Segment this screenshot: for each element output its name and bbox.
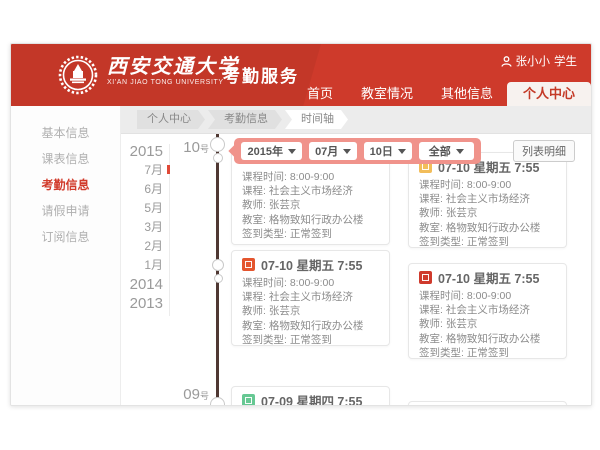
breadcrumb: 个人中心 考勤信息 时间轴 — [121, 106, 591, 134]
month-dropdown[interactable]: 07月 — [309, 142, 357, 160]
type-dropdown[interactable]: 全部 — [418, 142, 474, 160]
sign-in-stamp-icon — [242, 258, 255, 271]
scale-year-2015[interactable]: 2015 — [129, 143, 163, 160]
scale-year-2013[interactable]: 2013 — [129, 295, 163, 312]
sidebar-item-leave-request[interactable]: 请假申请 — [41, 204, 90, 218]
user-role: 学生 — [554, 56, 577, 68]
sign-in-stamp-icon — [242, 394, 255, 405]
chevron-down-icon — [397, 148, 406, 154]
user-info[interactable]: 张小小 学生 — [500, 53, 577, 69]
card-title: 07-10 星期五 7:55 — [438, 161, 540, 175]
attendance-app-window: 西安交通大学 XI'AN JIAO TONG UNIVERSITY 考勤服务 张… — [10, 43, 592, 406]
timeline-node — [210, 137, 225, 152]
day-marker-10: 10号 — [183, 139, 209, 156]
chevron-down-icon — [343, 148, 352, 154]
current-month-marker — [167, 165, 170, 174]
sign-in-stamp-icon — [419, 271, 432, 284]
app-title: 考勤服务 — [223, 67, 299, 86]
card-title: 07-10 星期五 7:55 — [261, 259, 363, 273]
user-icon — [500, 55, 512, 67]
chevron-down-icon — [455, 148, 464, 154]
scale-month-feb[interactable]: 2月 — [144, 239, 163, 253]
timeline-node — [213, 274, 223, 283]
breadcrumb-attendance[interactable]: 考勤信息 — [208, 110, 282, 129]
timeline-node — [210, 397, 225, 405]
nav-item-classrooms[interactable]: 教室情况 — [360, 86, 413, 101]
scale-month-may[interactable]: 5月 — [144, 201, 163, 215]
nav-item-home[interactable]: 首页 — [306, 86, 333, 101]
breadcrumb-timeline[interactable]: 时间轴 — [285, 110, 348, 129]
app-header: 西安交通大学 XI'AN JIAO TONG UNIVERSITY 考勤服务 张… — [11, 44, 591, 106]
chevron-down-icon — [287, 148, 296, 154]
sidebar-item-basic-info[interactable]: 基本信息 — [41, 126, 90, 140]
attendance-card — [408, 401, 567, 405]
attendance-card: 07-09 星期四 7:55 — [231, 386, 390, 405]
university-logo — [58, 55, 98, 95]
scale-year-2014[interactable]: 2014 — [129, 276, 163, 293]
attendance-card: 07-10 星期五 7:55 课程时间: 8:00-9:00 课程: 社会主义市… — [231, 250, 390, 346]
card-title: 07-10 星期五 7:55 — [438, 272, 540, 286]
day-dropdown[interactable]: 10日 — [363, 142, 412, 160]
day-marker-09: 09号 — [183, 386, 209, 403]
user-name: 张小小 — [515, 56, 551, 68]
university-name-block: 西安交通大学 XI'AN JIAO TONG UNIVERSITY — [107, 53, 239, 87]
main-nav: 首页 教室情况 其他信息 个人中心 — [293, 82, 591, 106]
timeline-node — [212, 259, 224, 271]
breadcrumb-personal-center[interactable]: 个人中心 — [137, 110, 205, 129]
timeline-scale: 2015 7月 6月 5月 3月 2月 1月 2014 2013 — [121, 142, 163, 313]
attendance-card: 课程时间: 8:00-9:00 课程: 社会主义市场经济 教师: 张芸京 教室:… — [231, 149, 390, 245]
university-name-cn: 西安交通大学 — [107, 54, 239, 78]
attendance-card: 07-10 星期五 7:55 课程时间: 8:00-9:00 课程: 社会主义市… — [408, 263, 567, 359]
timeline-node — [213, 153, 223, 163]
sidebar: 基本信息 课表信息 考勤信息 请假申请 订阅信息 — [11, 106, 121, 405]
attendance-card: 07-10 星期五 7:55 课程时间: 8:00-9:00 课程: 社会主义市… — [408, 152, 567, 248]
sidebar-item-attendance[interactable]: 考勤信息 — [41, 178, 90, 192]
year-dropdown[interactable]: 2015年 — [241, 142, 303, 160]
sidebar-item-subscription[interactable]: 订阅信息 — [41, 230, 90, 244]
university-name-en: XI'AN JIAO TONG UNIVERSITY — [107, 79, 224, 86]
scale-month-jul[interactable]: 7月 — [144, 163, 163, 177]
scale-divider — [169, 144, 170, 316]
nav-item-personal-center[interactable]: 个人中心 — [506, 82, 591, 106]
scale-month-mar[interactable]: 3月 — [144, 220, 163, 234]
timeline-panel: 2015 7月 6月 5月 3月 2月 1月 2014 2013 10号 09号 — [121, 134, 591, 405]
nav-item-other-info[interactable]: 其他信息 — [440, 86, 493, 101]
card-title: 07-09 星期四 7:55 — [261, 395, 363, 405]
scale-month-jun[interactable]: 6月 — [144, 182, 163, 196]
filter-bar: 2015年 07月 10日 全部 — [234, 138, 481, 164]
scale-month-jan[interactable]: 1月 — [144, 258, 163, 272]
list-detail-button[interactable]: 列表明细 — [513, 140, 575, 162]
sidebar-item-timetable[interactable]: 课表信息 — [41, 152, 90, 166]
